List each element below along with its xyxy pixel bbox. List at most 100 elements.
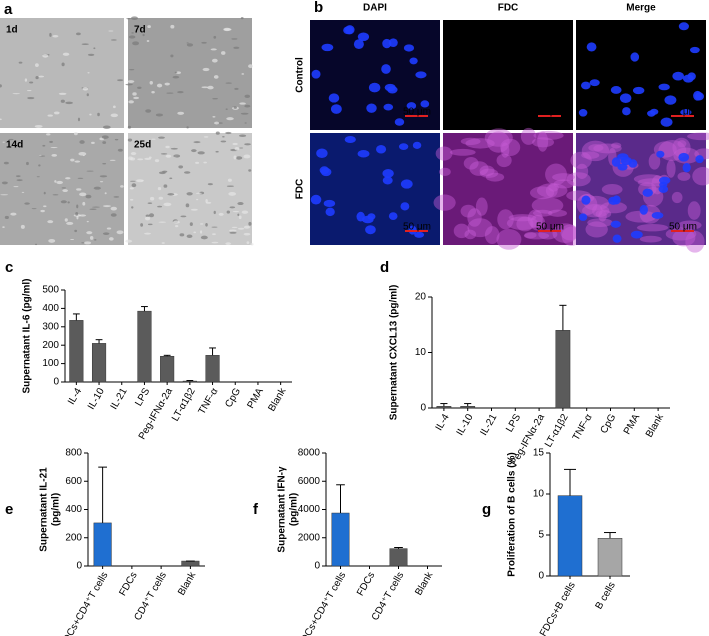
cell-texture [197, 151, 205, 155]
cell-texture [82, 201, 86, 206]
cell-texture [215, 131, 220, 135]
cell-texture [35, 76, 39, 80]
cell-texture [102, 163, 107, 165]
x-tick-label: FDCs+CD4⁺T cells [58, 570, 110, 636]
cell-texture [51, 153, 58, 157]
nucleus [612, 234, 622, 243]
nucleus [344, 25, 355, 35]
bar [597, 538, 623, 577]
cell-texture [232, 142, 238, 146]
cell-texture [166, 92, 174, 94]
y-tick-label: 10 [415, 347, 427, 358]
cell-texture [2, 226, 5, 229]
y-tick-label: 0 [538, 571, 544, 582]
stain-texture [527, 209, 543, 228]
cell-texture [175, 71, 181, 75]
column-header: DAPI [363, 3, 387, 14]
cell-texture [244, 122, 247, 124]
cell-texture [133, 96, 140, 100]
nucleus [383, 103, 394, 111]
cell-texture [113, 196, 120, 198]
bar [331, 512, 350, 567]
cell-texture [109, 159, 116, 161]
panel-letter: d [380, 259, 389, 276]
stain-texture [687, 132, 709, 141]
cell-texture [38, 164, 41, 167]
bar [205, 355, 220, 383]
y-axis-label: Supernatant CXCL13 (pg/ml) [389, 285, 400, 421]
cell-texture [36, 176, 40, 178]
cell-texture [126, 18, 131, 20]
stain-texture [433, 194, 456, 211]
cell-texture [151, 138, 156, 140]
y-axis-label: (pg/ml) [289, 493, 300, 526]
cell-texture [102, 141, 107, 144]
cell-texture [132, 92, 137, 96]
cell-texture [86, 231, 93, 235]
nucleus [388, 212, 398, 221]
cell-texture [162, 170, 168, 173]
cell-texture [42, 53, 49, 58]
cell-texture [64, 218, 68, 222]
cell-texture [74, 160, 81, 163]
cell-texture [99, 175, 108, 178]
cell-texture [61, 187, 66, 189]
nucleus [622, 107, 631, 116]
cell-texture [136, 179, 144, 183]
cell-texture [226, 117, 234, 121]
cell-texture [65, 177, 71, 180]
nucleus [400, 202, 410, 211]
cell-texture [142, 33, 145, 37]
cell-texture [82, 86, 89, 91]
cell-texture [113, 105, 116, 109]
y-axis-label: (pg/ml) [51, 493, 62, 526]
stain-texture [464, 229, 477, 240]
cell-texture [108, 30, 114, 32]
y-tick-label: 10 [533, 489, 545, 500]
error-bar [95, 339, 103, 344]
cell-texture [131, 206, 134, 209]
nucleus [409, 57, 418, 65]
cell-texture [184, 171, 191, 174]
stain-texture [585, 221, 608, 238]
stain-texture [552, 173, 575, 182]
nucleus [610, 220, 621, 228]
stain-texture [506, 216, 539, 231]
cell-texture [61, 62, 65, 67]
bar [436, 406, 452, 409]
stain-texture [677, 171, 691, 181]
nucleus [357, 32, 370, 42]
x-tick-label: FDCs+CD4⁺T cells [296, 570, 348, 636]
cell-texture [161, 242, 165, 244]
cell-texture [221, 51, 226, 55]
cell-texture [14, 145, 20, 147]
error-bar [209, 347, 216, 356]
cell-texture [156, 83, 163, 88]
cell-texture [128, 100, 134, 104]
cell-texture [81, 242, 85, 244]
cell-texture [125, 83, 134, 86]
cell-texture [157, 187, 162, 191]
stain-texture [531, 197, 564, 214]
cell-texture [213, 210, 216, 215]
cell-texture [180, 215, 187, 218]
error-bar [163, 354, 171, 357]
cell-texture [240, 112, 249, 115]
stain-texture [582, 203, 610, 218]
cell-texture [244, 143, 251, 146]
micrograph [443, 133, 573, 245]
cell-texture [195, 192, 202, 194]
nucleus [330, 104, 342, 114]
cell-texture [177, 111, 185, 115]
cell-texture [26, 89, 32, 92]
cell-texture [42, 144, 46, 147]
micrograph [0, 18, 124, 128]
cell-texture [66, 221, 74, 225]
cell-texture [200, 235, 208, 240]
cell-texture [201, 41, 207, 44]
cell-texture [102, 232, 110, 235]
cell-texture [50, 147, 58, 149]
nucleus [578, 108, 588, 117]
cell-texture [77, 177, 84, 179]
cell-texture [234, 87, 239, 90]
